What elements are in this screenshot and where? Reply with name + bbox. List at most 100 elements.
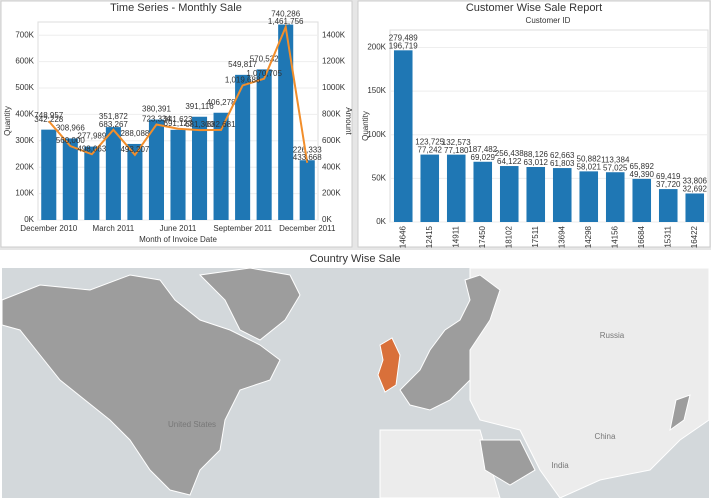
- line-value-label: 1,070,705: [246, 69, 282, 78]
- y2-tick-label: 1200K: [322, 57, 346, 66]
- y-tick-label: 150K: [367, 86, 386, 95]
- amount-label: 279,489: [389, 33, 418, 42]
- bar: [127, 143, 143, 220]
- bar: [579, 171, 599, 222]
- bar: [105, 127, 121, 220]
- y2-tick-label: 200K: [322, 189, 341, 198]
- bar: [420, 154, 440, 222]
- amount-label: 123,725: [415, 138, 444, 147]
- bar-value-label: 77,242: [418, 146, 443, 155]
- line-value-label: 493,207: [120, 145, 149, 154]
- y2-tick-label: 600K: [322, 136, 341, 145]
- country: [1, 274, 281, 496]
- x-tick-label: September 2011: [213, 224, 272, 233]
- x-tick-label: December 2011: [279, 224, 336, 233]
- bar-value-label: 32,692: [683, 185, 708, 194]
- bar: [84, 146, 100, 220]
- y-tick-label: 600K: [15, 57, 34, 66]
- line-value-label: 748,957: [34, 111, 63, 120]
- y2-axis-label: Amount: [344, 107, 353, 135]
- line-value-label: 681,300: [185, 120, 214, 129]
- amount-label: 33,806: [683, 177, 708, 186]
- bar: [148, 119, 164, 220]
- bar: [446, 154, 466, 222]
- map-label: China: [595, 432, 616, 441]
- x-tick-label: 14156: [610, 225, 619, 248]
- bar: [170, 129, 186, 220]
- bar-value-label: 406,278: [207, 98, 236, 107]
- y-tick-label: 200K: [15, 162, 34, 171]
- amount-label: 69,419: [656, 172, 681, 181]
- y-tick-label: 700K: [15, 30, 34, 39]
- bar-value-label: 49,390: [630, 170, 655, 179]
- x-tick-label: 14298: [584, 225, 593, 248]
- amount-label: 88,126: [524, 150, 549, 159]
- country: [198, 267, 301, 341]
- amount-label: 132,573: [442, 138, 471, 147]
- y2-tick-label: 1000K: [322, 83, 346, 92]
- plot-area: [389, 29, 709, 223]
- bar: [393, 50, 413, 222]
- y-axis-label: Quantity: [361, 111, 370, 141]
- line: [48, 23, 309, 163]
- amount-label: 50,882: [577, 154, 602, 163]
- bar-value-label: 37,720: [656, 180, 681, 189]
- x-tick-label: 15311: [663, 225, 672, 247]
- line-value-label: 691,123: [164, 119, 193, 128]
- land: [469, 267, 710, 499]
- chart-title: Time Series - Monthly Sale: [110, 2, 242, 14]
- x-tick-label: 17450: [478, 225, 487, 248]
- bar: [192, 116, 208, 220]
- x-tick-label: 16684: [637, 225, 646, 248]
- bar-value-label: 61,803: [550, 159, 575, 168]
- line-value-label: 1,461,756: [268, 17, 304, 26]
- bar: [213, 112, 229, 220]
- bar: [499, 166, 519, 222]
- amount-label: 62,663: [550, 151, 575, 160]
- line-value-label: 433,668: [293, 153, 322, 162]
- line-value-label: 683,267: [99, 120, 128, 129]
- x-tick-label: 14646: [398, 225, 407, 248]
- y2-tick-label: 800K: [322, 110, 341, 119]
- map-label: United States: [168, 420, 216, 429]
- country: [479, 439, 536, 486]
- line-value-label: 723,334: [142, 115, 171, 124]
- y-axis-label: Quantity: [3, 106, 12, 136]
- x-tick-label: March 2011: [93, 224, 135, 233]
- line-value-label: 560,000: [56, 136, 85, 145]
- x-tick-label: 14911: [451, 225, 460, 247]
- y2-tick-label: 400K: [322, 162, 341, 171]
- bar-value-label: 277,989: [77, 132, 106, 141]
- map-title: Country Wise Sale: [309, 253, 400, 265]
- bar: [473, 161, 493, 222]
- country-highlight: [377, 337, 401, 393]
- line-value-label: 1,019,688: [225, 76, 261, 85]
- bar: [256, 69, 272, 221]
- chart-title: Customer Wise Sale Report: [466, 2, 602, 14]
- y2-tick-label: 1400K: [322, 30, 346, 39]
- bar-value-label: 57,025: [603, 163, 628, 172]
- bar: [632, 178, 652, 222]
- x-axis-label: Month of Invoice Date: [139, 235, 217, 244]
- bar-value-label: 351,872: [99, 112, 128, 121]
- country: [669, 394, 691, 432]
- bar: [526, 167, 546, 222]
- bar-value-label: 58,021: [577, 162, 602, 171]
- bar-value-label: 64,122: [497, 157, 522, 166]
- bar-value-label: 69,029: [471, 153, 496, 162]
- y-tick-label: 300K: [15, 136, 34, 145]
- y-tick-label: 100K: [15, 189, 34, 198]
- bar: [658, 189, 678, 222]
- bar-value-label: 288,088: [120, 129, 149, 138]
- land: [379, 429, 501, 499]
- x-tick-label: June 2011: [160, 224, 197, 233]
- map-label: Russia: [600, 331, 625, 340]
- bar-value-label: 77,180: [444, 146, 469, 155]
- bar-value-label: 391,116: [185, 102, 214, 111]
- bar-value-label: 196,719: [389, 41, 418, 50]
- bar: [552, 168, 572, 222]
- y2-tick-label: 0K: [322, 215, 332, 224]
- bar-value-label: 380,391: [142, 105, 171, 114]
- bar-value-label: 549,817: [228, 60, 257, 69]
- amount-label: 113,384: [601, 155, 630, 164]
